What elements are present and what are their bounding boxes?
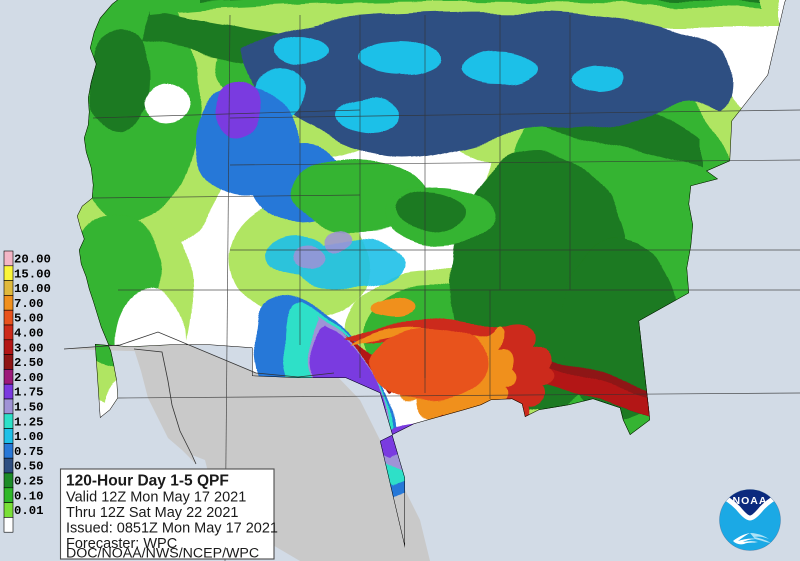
svg-text:Thru 12Z Sat May 22 2021: Thru 12Z Sat May 22 2021 <box>66 505 239 521</box>
svg-text:1.50: 1.50 <box>14 401 44 415</box>
svg-text:Issued: 0851Z Mon May 17 2021: Issued: 0851Z Mon May 17 2021 <box>66 521 278 537</box>
svg-text:120-Hour Day 1-5 QPF: 120-Hour Day 1-5 QPF <box>66 473 229 490</box>
svg-text:4.00: 4.00 <box>14 327 44 341</box>
svg-text:0.50: 0.50 <box>14 460 44 474</box>
svg-text:10.00: 10.00 <box>14 282 51 296</box>
svg-text:2.00: 2.00 <box>14 371 44 385</box>
svg-text:15.00: 15.00 <box>14 267 51 281</box>
svg-text:1.25: 1.25 <box>14 415 44 429</box>
svg-text:0.10: 0.10 <box>14 489 44 503</box>
svg-text:0.75: 0.75 <box>14 445 44 459</box>
svg-text:1.00: 1.00 <box>14 430 44 444</box>
svg-text:2.50: 2.50 <box>14 356 44 370</box>
svg-text:0.25: 0.25 <box>14 475 44 489</box>
svg-text:7.00: 7.00 <box>14 297 44 311</box>
svg-text:Valid 12Z Mon May 17 2021: Valid 12Z Mon May 17 2021 <box>66 490 246 506</box>
svg-text:DOC/NOAA/NWS/NCEP/WPC: DOC/NOAA/NWS/NCEP/WPC <box>66 546 259 561</box>
svg-text:3.00: 3.00 <box>14 341 44 355</box>
svg-text:5.00: 5.00 <box>14 312 44 326</box>
svg-text:0.01: 0.01 <box>14 504 44 518</box>
svg-text:20.00: 20.00 <box>14 253 51 267</box>
svg-text:NOAA: NOAA <box>733 495 768 507</box>
svg-text:1.75: 1.75 <box>14 386 44 400</box>
